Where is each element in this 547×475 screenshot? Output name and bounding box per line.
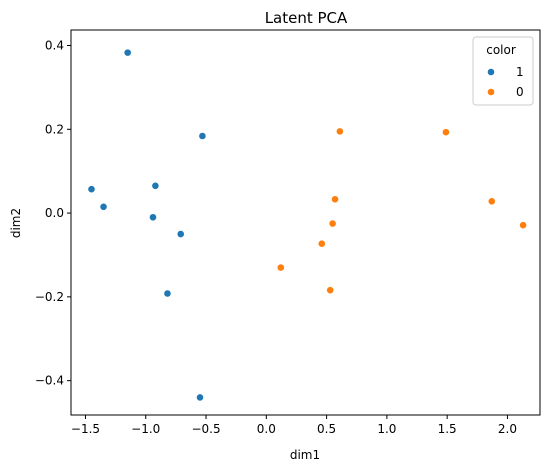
data-point-color-0 (326, 286, 335, 295)
x-tick-label: −1.5 (71, 422, 100, 436)
chart-title: Latent PCA (265, 9, 348, 27)
x-tick-label: 1.0 (377, 422, 396, 436)
data-point-color-1 (163, 289, 172, 298)
data-point-color-0 (519, 221, 528, 230)
x-tick-label: 0.0 (257, 422, 276, 436)
legend-swatch-0 (487, 88, 495, 96)
y-tick-label: 0.2 (45, 122, 64, 136)
legend: color 1 0 (472, 36, 534, 106)
y-axis-label: dim2 (9, 208, 23, 238)
legend-title: color (486, 43, 516, 57)
x-axis-label: dim1 (290, 448, 320, 462)
data-point-color-0 (442, 128, 450, 137)
points-layer (87, 48, 528, 402)
y-tick-label: 0.4 (45, 39, 64, 53)
y-tick-label: −0.2 (35, 290, 64, 304)
data-point-color-0 (335, 127, 344, 136)
data-point-color-1 (87, 185, 96, 194)
x-tick-label: 2.0 (498, 422, 517, 436)
x-axis: −1.5 −1.0 −0.5 0.0 0.5 1.0 1.5 2.0 (71, 415, 517, 436)
y-tick-label: −0.4 (35, 374, 64, 388)
legend-swatch-1 (487, 68, 495, 76)
data-point-color-0 (487, 197, 496, 206)
y-axis: 0.4 0.2 0.0 −0.2 −0.4 (35, 39, 71, 388)
data-point-color-1 (196, 393, 204, 402)
data-point-color-0 (276, 263, 285, 272)
data-point-color-1 (99, 202, 108, 211)
legend-label-0: 0 (516, 85, 524, 99)
data-point-color-1 (123, 48, 132, 57)
data-point-color-0 (317, 239, 326, 248)
data-point-color-0 (331, 195, 339, 204)
plot-frame (70, 29, 541, 416)
x-tick-label: −1.0 (131, 422, 160, 436)
data-point-color-1 (198, 132, 207, 140)
x-tick-label: 1.5 (438, 422, 457, 436)
data-point-color-1 (151, 181, 160, 190)
legend-box (472, 36, 534, 106)
y-tick-label: 0.0 (45, 206, 64, 220)
x-tick-label: 0.5 (317, 422, 336, 436)
data-point-color-0 (328, 219, 337, 228)
legend-label-1: 1 (516, 65, 524, 79)
data-point-color-1 (149, 213, 157, 222)
data-point-color-1 (176, 230, 185, 238)
x-tick-label: −0.5 (191, 422, 220, 436)
